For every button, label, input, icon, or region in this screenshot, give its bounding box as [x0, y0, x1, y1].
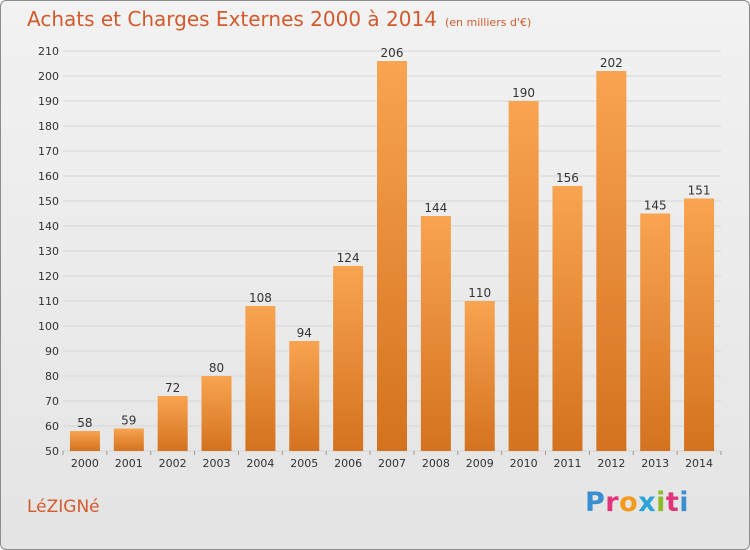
y-tick-label: 90 [45, 345, 59, 358]
x-tick-label: 2010 [510, 457, 538, 470]
logo-letter: o [619, 487, 639, 518]
y-tick-label: 140 [38, 220, 59, 233]
x-tick-label: 2005 [290, 457, 318, 470]
bar-2010 [508, 101, 539, 451]
proxiti-logo: Proxiti [585, 487, 689, 518]
chart-unit: (en milliers d'€) [444, 16, 532, 29]
logo-letter: x [638, 487, 657, 518]
data-label: 58 [77, 416, 92, 430]
data-label: 144 [424, 201, 447, 215]
data-label: 124 [337, 251, 360, 265]
data-label: 72 [165, 381, 180, 395]
data-label: 206 [381, 46, 404, 60]
x-tick-label: 2004 [246, 457, 274, 470]
data-label: 59 [121, 414, 136, 428]
bar-2011 [552, 186, 583, 451]
y-tick-label: 130 [38, 245, 59, 258]
data-label: 110 [468, 286, 491, 300]
logo-letter: i [656, 487, 666, 518]
x-tick-label: 2001 [115, 457, 143, 470]
y-axis-ticks: 50 60 70 80 90 100 110 120 130 140 150 160 170 180 190… [38, 45, 59, 458]
bar-2009 [464, 301, 495, 451]
x-tick-label: 2011 [553, 457, 581, 470]
logo-letter: t [665, 487, 680, 518]
y-tick-label: 170 [38, 145, 59, 158]
y-tick-label: 110 [38, 295, 59, 308]
y-tick-label: 190 [38, 95, 59, 108]
y-tick-label: 160 [38, 170, 59, 183]
logo-letter: i [679, 487, 690, 518]
bars [69, 61, 715, 451]
y-tick-label: 150 [38, 195, 59, 208]
bar-2003 [201, 376, 232, 451]
x-tick-label: 2009 [466, 457, 494, 470]
x-tick-label: 2000 [71, 457, 99, 470]
logo-letter: r [605, 487, 620, 518]
x-tick-label: 2003 [203, 457, 231, 470]
bar-2005 [289, 341, 320, 451]
x-tick-label: 2007 [378, 457, 406, 470]
y-tick-label: 80 [45, 370, 59, 383]
chart-title-text: Achats et Charges Externes 2000 à 2014 [27, 7, 437, 31]
data-label: 108 [249, 291, 272, 305]
data-label: 156 [556, 171, 579, 185]
data-label: 202 [600, 56, 623, 70]
x-tick-label: 2008 [422, 457, 450, 470]
data-label: 151 [688, 184, 711, 198]
bar-2013 [640, 213, 671, 451]
y-tick-label: 100 [38, 320, 59, 333]
data-label: 80 [209, 361, 224, 375]
y-tick-label: 180 [38, 120, 59, 133]
x-tick-label: 2006 [334, 457, 362, 470]
y-tick-label: 50 [45, 445, 59, 458]
bar-2000 [69, 431, 100, 451]
x-tick-label: 2002 [159, 457, 187, 470]
bar-2002 [157, 396, 188, 451]
data-labels: 58 59 72 80 108 94 124 206 144 110 190 156 202 145 151 [77, 46, 710, 430]
data-label: 94 [297, 326, 312, 340]
bar-2007 [377, 61, 407, 451]
bar-2008 [420, 216, 451, 451]
x-tick-label: 2013 [641, 457, 669, 470]
bar-2012 [596, 71, 627, 451]
x-axis-ticks: 2000 2001 2002 2003 2004 2005 2006 2007 2008 2009… [62, 451, 722, 470]
y-tick-label: 70 [45, 395, 59, 408]
y-tick-label: 60 [45, 420, 59, 433]
commune-name: LéZIGNé [27, 497, 100, 517]
bar-2014 [684, 198, 715, 451]
bar-2004 [245, 306, 276, 451]
x-tick-label: 2012 [597, 457, 625, 470]
y-tick-label: 210 [38, 45, 59, 58]
y-tick-label: 200 [38, 70, 59, 83]
data-label: 145 [644, 199, 667, 213]
data-label: 190 [512, 86, 535, 100]
bar-2001 [113, 428, 144, 451]
y-tick-label: 120 [38, 270, 59, 283]
logo-letter: P [585, 487, 606, 518]
x-tick-label: 2014 [685, 457, 713, 470]
bar-2006 [333, 266, 364, 451]
chart-title: Achats et Charges Externes 2000 à 2014 (e… [27, 7, 531, 31]
